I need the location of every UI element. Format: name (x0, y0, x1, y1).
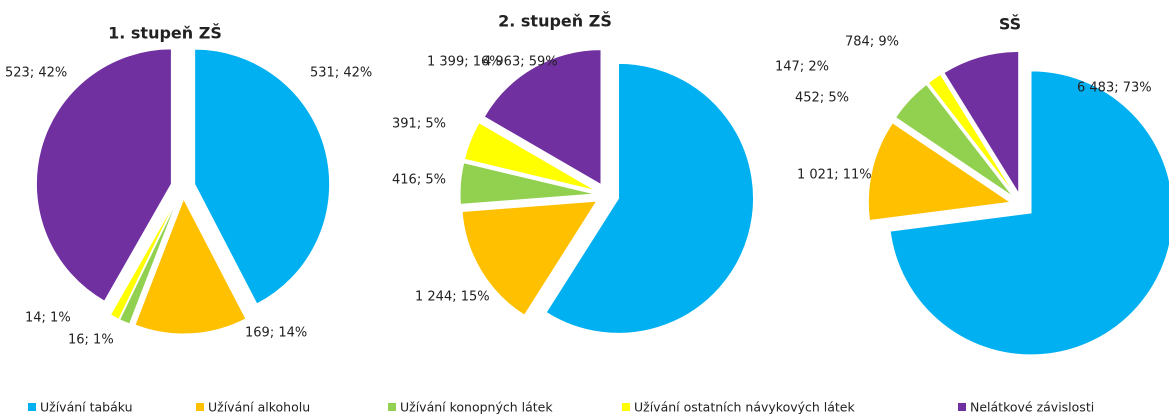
pie-slice (109, 197, 178, 320)
data-label: 523; 42% (5, 66, 67, 81)
data-label: 531; 42% (310, 66, 372, 81)
legend-label: Užívání tabáku (40, 400, 133, 415)
pie-slice (35, 48, 172, 302)
pie-slice (461, 200, 598, 316)
data-label: 452; 5% (795, 91, 849, 106)
data-label: 1 021; 11% (797, 168, 872, 183)
pie-slice (867, 122, 1012, 222)
legend-label: Užívání alkoholu (208, 400, 310, 415)
pie-slice (483, 49, 602, 186)
pie-slice (545, 62, 755, 334)
legend-label: Nelátkové závislosti (970, 400, 1094, 415)
pie-slice (894, 83, 1014, 198)
chart-title: SŠ (999, 15, 1021, 34)
data-label: 147; 2% (775, 60, 829, 75)
legend-swatch (196, 403, 204, 411)
data-label: 169; 14% (245, 326, 307, 341)
data-label: 16; 1% (68, 333, 114, 348)
pie-slice (459, 162, 596, 205)
pie-slice (927, 73, 1016, 196)
pie-slice (118, 197, 179, 325)
data-label: 1 399; 16% (427, 55, 502, 70)
legend-swatch (958, 403, 966, 411)
legend-swatch (388, 403, 396, 411)
pie-slice (889, 70, 1169, 356)
data-label: 784; 9% (845, 35, 899, 50)
data-label: 1 244; 15% (415, 290, 490, 305)
legend-label: Užívání konopných látek (400, 400, 553, 415)
pie-slice (943, 50, 1020, 196)
legend-swatch (28, 403, 36, 411)
pie-slice (194, 48, 331, 305)
chart-title: 2. stupeň ZŠ (498, 12, 612, 31)
legend-label: Užívání ostatních návykových látek (634, 400, 856, 415)
data-label: 14; 1% (25, 311, 71, 326)
data-label: 391; 5% (392, 117, 446, 132)
data-label: 6 483; 73% (1077, 81, 1152, 96)
chart-title: 1. stupeň ZŠ (108, 24, 222, 43)
legend-swatch (622, 403, 630, 411)
pie-slice (463, 122, 597, 192)
pie-slice (134, 197, 247, 335)
data-label: 416; 5% (392, 173, 446, 188)
data-label: 4 963; 59% (483, 55, 558, 70)
